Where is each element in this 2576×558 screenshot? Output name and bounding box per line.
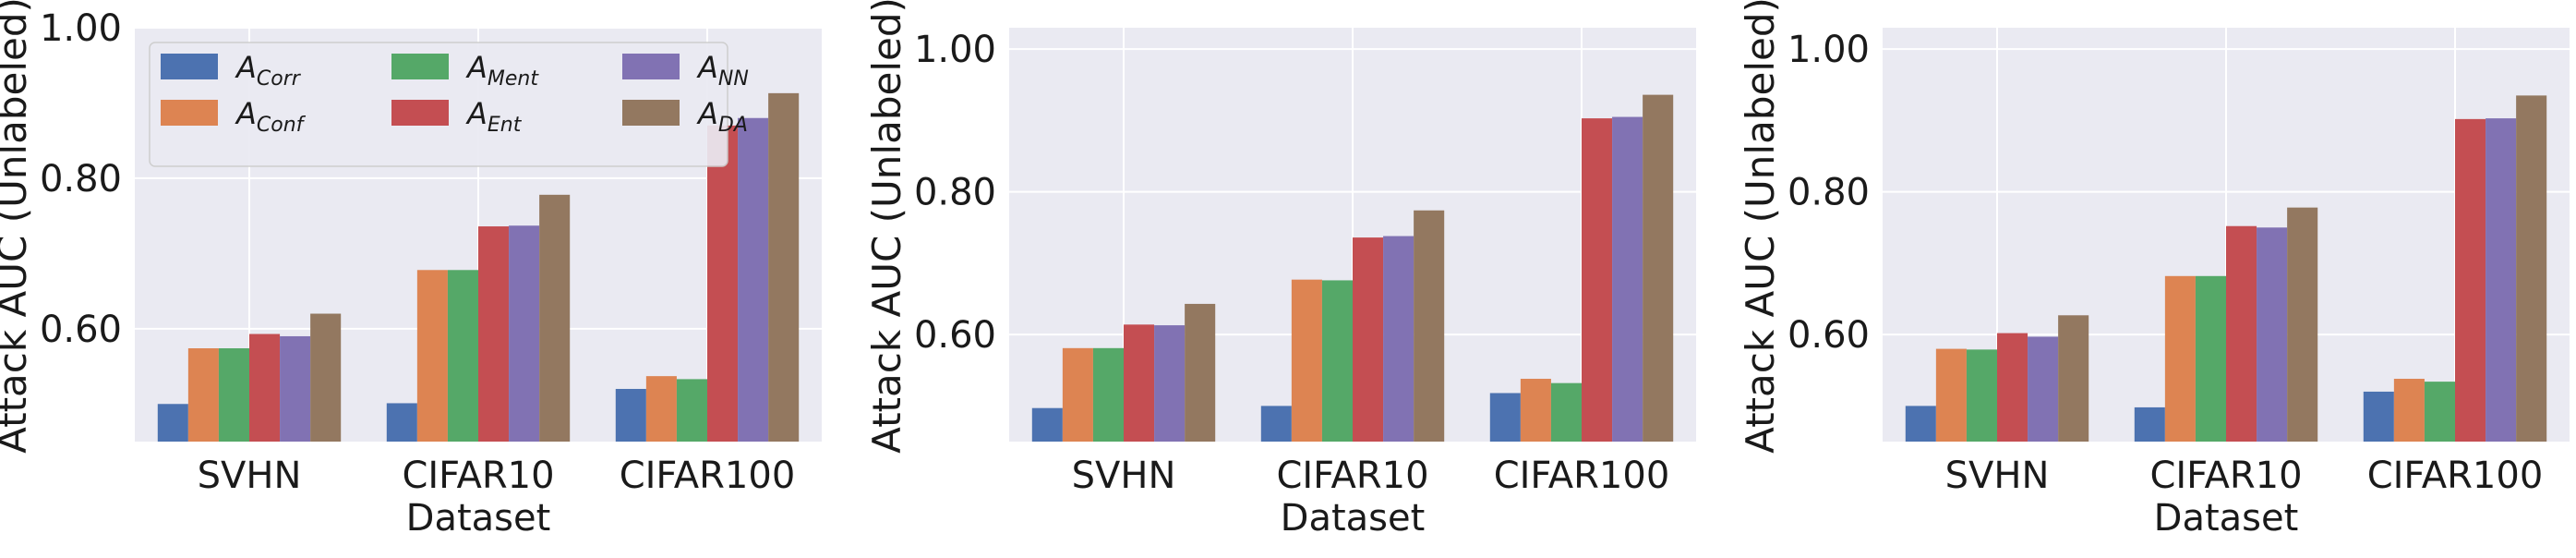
bar-corr-cifar100 <box>1489 393 1521 442</box>
bar-nn-cifar100 <box>1612 116 1643 442</box>
legend-swatch-ment <box>391 54 449 79</box>
x-tick-label: SVHN <box>198 455 302 497</box>
bar-da-cifar100 <box>1643 94 1674 442</box>
bar-ent-cifar100 <box>2455 118 2486 443</box>
bar-conf-cifar100 <box>645 376 677 442</box>
bar-ment-cifar10 <box>447 270 478 442</box>
x-tick-label: CIFAR10 <box>1276 455 1428 497</box>
bar-ment-svhn <box>1966 349 1997 442</box>
y-tick-label: 0.80 <box>1788 172 1870 214</box>
bar-ent-svhn <box>1124 324 1155 442</box>
legend-subscript: Conf <box>257 114 307 137</box>
bar-conf-cifar10 <box>2164 275 2196 442</box>
bar-corr-cifar100 <box>2363 391 2394 442</box>
x-axis-label: Dataset <box>1281 497 1426 540</box>
chart-panel-3: 0.60 0.80 1.00 SVHN CIFAR10 CIFAR100 Dataset At… <box>1738 0 2570 540</box>
y-tick-label: 1.00 <box>1788 29 1870 71</box>
chart-panel-1: 0.60 0.80 1.00 SVHN CIFAR10 CIFAR100 Dataset At… <box>0 0 822 540</box>
bar-conf-svhn <box>1062 347 1093 442</box>
bar-nn-cifar100 <box>2486 118 2517 442</box>
bar-nn-cifar10 <box>509 225 540 442</box>
bar-ment-cifar100 <box>2424 382 2455 442</box>
legend-subscript: DA <box>718 114 748 137</box>
bar-ent-cifar10 <box>1353 237 1384 442</box>
y-tick-label: 0.60 <box>914 314 996 357</box>
y-tick-label: 0.80 <box>40 158 122 200</box>
bar-conf-cifar10 <box>416 270 448 442</box>
bar-nn-svhn <box>1154 325 1186 442</box>
x-tick-label: CIFAR100 <box>1494 455 1670 497</box>
legend-swatch-corr <box>161 54 218 79</box>
bar-da-cifar10 <box>539 194 571 442</box>
bar-ent-svhn <box>1997 333 2028 442</box>
bar-da-svhn <box>1185 303 1216 442</box>
bar-da-cifar10 <box>2287 207 2318 442</box>
legend-subscript: NN <box>718 67 749 91</box>
bar-ment-cifar10 <box>2195 275 2226 442</box>
bar-nn-cifar10 <box>1383 236 1414 442</box>
x-axis-label: Dataset <box>406 497 551 540</box>
y-axis-label: Attack AUC (Unlabeled) <box>0 0 35 454</box>
bar-corr-svhn <box>157 404 188 442</box>
legend-swatch-nn <box>622 54 680 79</box>
x-tick-label: SVHN <box>1072 455 1176 497</box>
bar-corr-svhn <box>1031 407 1063 442</box>
y-tick-label: 1.00 <box>914 29 996 71</box>
bar-nn-svhn <box>280 335 311 442</box>
y-tick-label: 0.60 <box>40 309 122 351</box>
bar-conf-cifar100 <box>2393 379 2425 442</box>
bar-da-cifar100 <box>768 92 800 443</box>
x-tick-label: CIFAR100 <box>2367 455 2544 497</box>
bar-conf-cifar100 <box>1520 379 1551 442</box>
bar-conf-cifar10 <box>1291 279 1322 442</box>
bar-corr-cifar100 <box>615 388 646 442</box>
bar-da-cifar100 <box>2516 95 2547 443</box>
legend-swatch-ent <box>391 100 449 126</box>
bar-ment-cifar100 <box>1550 382 1582 442</box>
chart-panel-2: 0.60 0.80 1.00 SVHN CIFAR10 CIFAR100 Dataset At… <box>864 0 1696 540</box>
bar-ent-cifar10 <box>478 226 510 442</box>
bar-corr-cifar10 <box>386 403 417 442</box>
x-tick-label: CIFAR10 <box>402 455 554 497</box>
legend-swatch-conf <box>161 100 218 126</box>
y-axis-label: Attack AUC (Unlabeled) <box>1738 0 1783 454</box>
legend-swatch-da <box>622 100 680 126</box>
bar-ent-cifar10 <box>2226 225 2257 442</box>
bar-ent-svhn <box>249 334 281 442</box>
y-tick-label: 1.00 <box>40 7 122 50</box>
y-axis-label: Attack AUC (Unlabeled) <box>864 0 909 454</box>
bar-nn-cifar100 <box>738 117 769 442</box>
legend-subscript: Ment <box>488 67 539 91</box>
bar-corr-svhn <box>1905 406 1936 442</box>
bar-ent-cifar100 <box>707 125 739 442</box>
bar-corr-cifar10 <box>1260 406 1292 442</box>
x-tick-label: CIFAR100 <box>620 455 796 497</box>
bar-ment-svhn <box>218 347 249 442</box>
y-tick-label: 0.80 <box>914 172 996 214</box>
bar-ment-svhn <box>1092 347 1124 442</box>
bar-ment-cifar100 <box>676 379 707 442</box>
x-axis-label: Dataset <box>2154 497 2299 540</box>
bar-nn-cifar10 <box>2257 227 2288 442</box>
bar-ment-cifar10 <box>1321 280 1353 442</box>
bar-da-cifar10 <box>1414 210 1445 442</box>
legend-subscript: Corr <box>257 67 302 91</box>
legend-subscript: Ent <box>488 114 523 137</box>
y-tick-label: 0.60 <box>1788 314 1870 357</box>
bar-ent-cifar100 <box>1582 118 1613 442</box>
bar-da-svhn <box>2058 315 2089 442</box>
bar-corr-cifar10 <box>2134 406 2165 442</box>
bar-nn-svhn <box>2028 336 2059 442</box>
x-tick-label: CIFAR10 <box>2149 455 2302 497</box>
bar-conf-svhn <box>1935 348 1967 442</box>
x-tick-label: SVHN <box>1945 455 2050 497</box>
bar-conf-svhn <box>187 347 219 442</box>
bar-da-svhn <box>310 313 342 442</box>
